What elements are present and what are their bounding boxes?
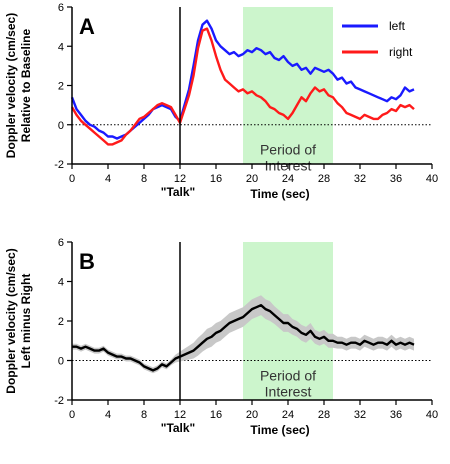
x-axis-label: Time (sec) <box>250 423 309 437</box>
panel-letter: A <box>79 14 95 39</box>
x-tick-label: 40 <box>426 173 438 185</box>
period-label-line1: Period of <box>260 142 316 158</box>
y-tick-label: 0 <box>58 120 64 132</box>
panel-letter: B <box>79 249 95 274</box>
y-tick-label: -2 <box>54 159 64 171</box>
x-tick-label: 16 <box>210 409 222 421</box>
y-tick-label: 6 <box>58 2 64 14</box>
legend-label-left: left <box>389 19 406 33</box>
y-tick-label: 0 <box>58 356 64 368</box>
x-tick-label: 8 <box>141 409 147 421</box>
y-tick-label: 4 <box>58 277 64 289</box>
series-line-right <box>70 27 415 146</box>
x-tick-label: 32 <box>354 173 366 185</box>
x-tick-label: 8 <box>141 173 147 185</box>
y-tick-label: 2 <box>58 81 64 93</box>
x-tick-label: 28 <box>318 173 330 185</box>
x-tick-label: 28 <box>318 409 330 421</box>
x-tick-label: 12 <box>174 173 186 185</box>
talk-label: "Talk" <box>161 421 196 435</box>
y-tick-label: 2 <box>58 316 64 328</box>
x-tick-label: 36 <box>390 409 402 421</box>
x-tick-label: 16 <box>210 173 222 185</box>
x-tick-label: 32 <box>354 409 366 421</box>
x-axis-label: Time (sec) <box>250 187 309 201</box>
y-tick-label: -2 <box>54 395 64 407</box>
x-tick-label: 24 <box>282 409 294 421</box>
x-tick-label: 24 <box>282 173 294 185</box>
x-tick-label: 20 <box>246 409 258 421</box>
x-tick-label: 36 <box>390 173 402 185</box>
y-tick-label: 6 <box>58 237 64 249</box>
y-axis-label-line1: Doppler velocity (cm/sec) <box>4 248 18 393</box>
x-tick-label: 4 <box>105 173 111 185</box>
y-axis-label-line1: Doppler velocity (cm/sec) <box>4 13 18 158</box>
talk-label: "Talk" <box>161 185 196 199</box>
legend: left right <box>342 19 413 59</box>
period-of-interest-region <box>243 7 333 164</box>
x-tick-label: 4 <box>105 409 111 421</box>
series-line-difference <box>72 304 415 372</box>
legend-label-right: right <box>389 45 413 59</box>
y-axis-label-line2: Left minus Right <box>19 274 33 369</box>
period-label-line1: Period of <box>260 367 316 383</box>
y-tick-label: 4 <box>58 41 64 53</box>
x-tick-label: 20 <box>246 173 258 185</box>
x-tick-label: 40 <box>426 409 438 421</box>
x-tick-label: 0 <box>69 173 75 185</box>
x-tick-label: 0 <box>69 409 75 421</box>
x-tick-label: 12 <box>174 409 186 421</box>
error-band <box>72 295 414 374</box>
y-axis-label-line2: Relative to Baseline <box>19 28 33 142</box>
period-label-line2: Interest <box>265 383 312 399</box>
